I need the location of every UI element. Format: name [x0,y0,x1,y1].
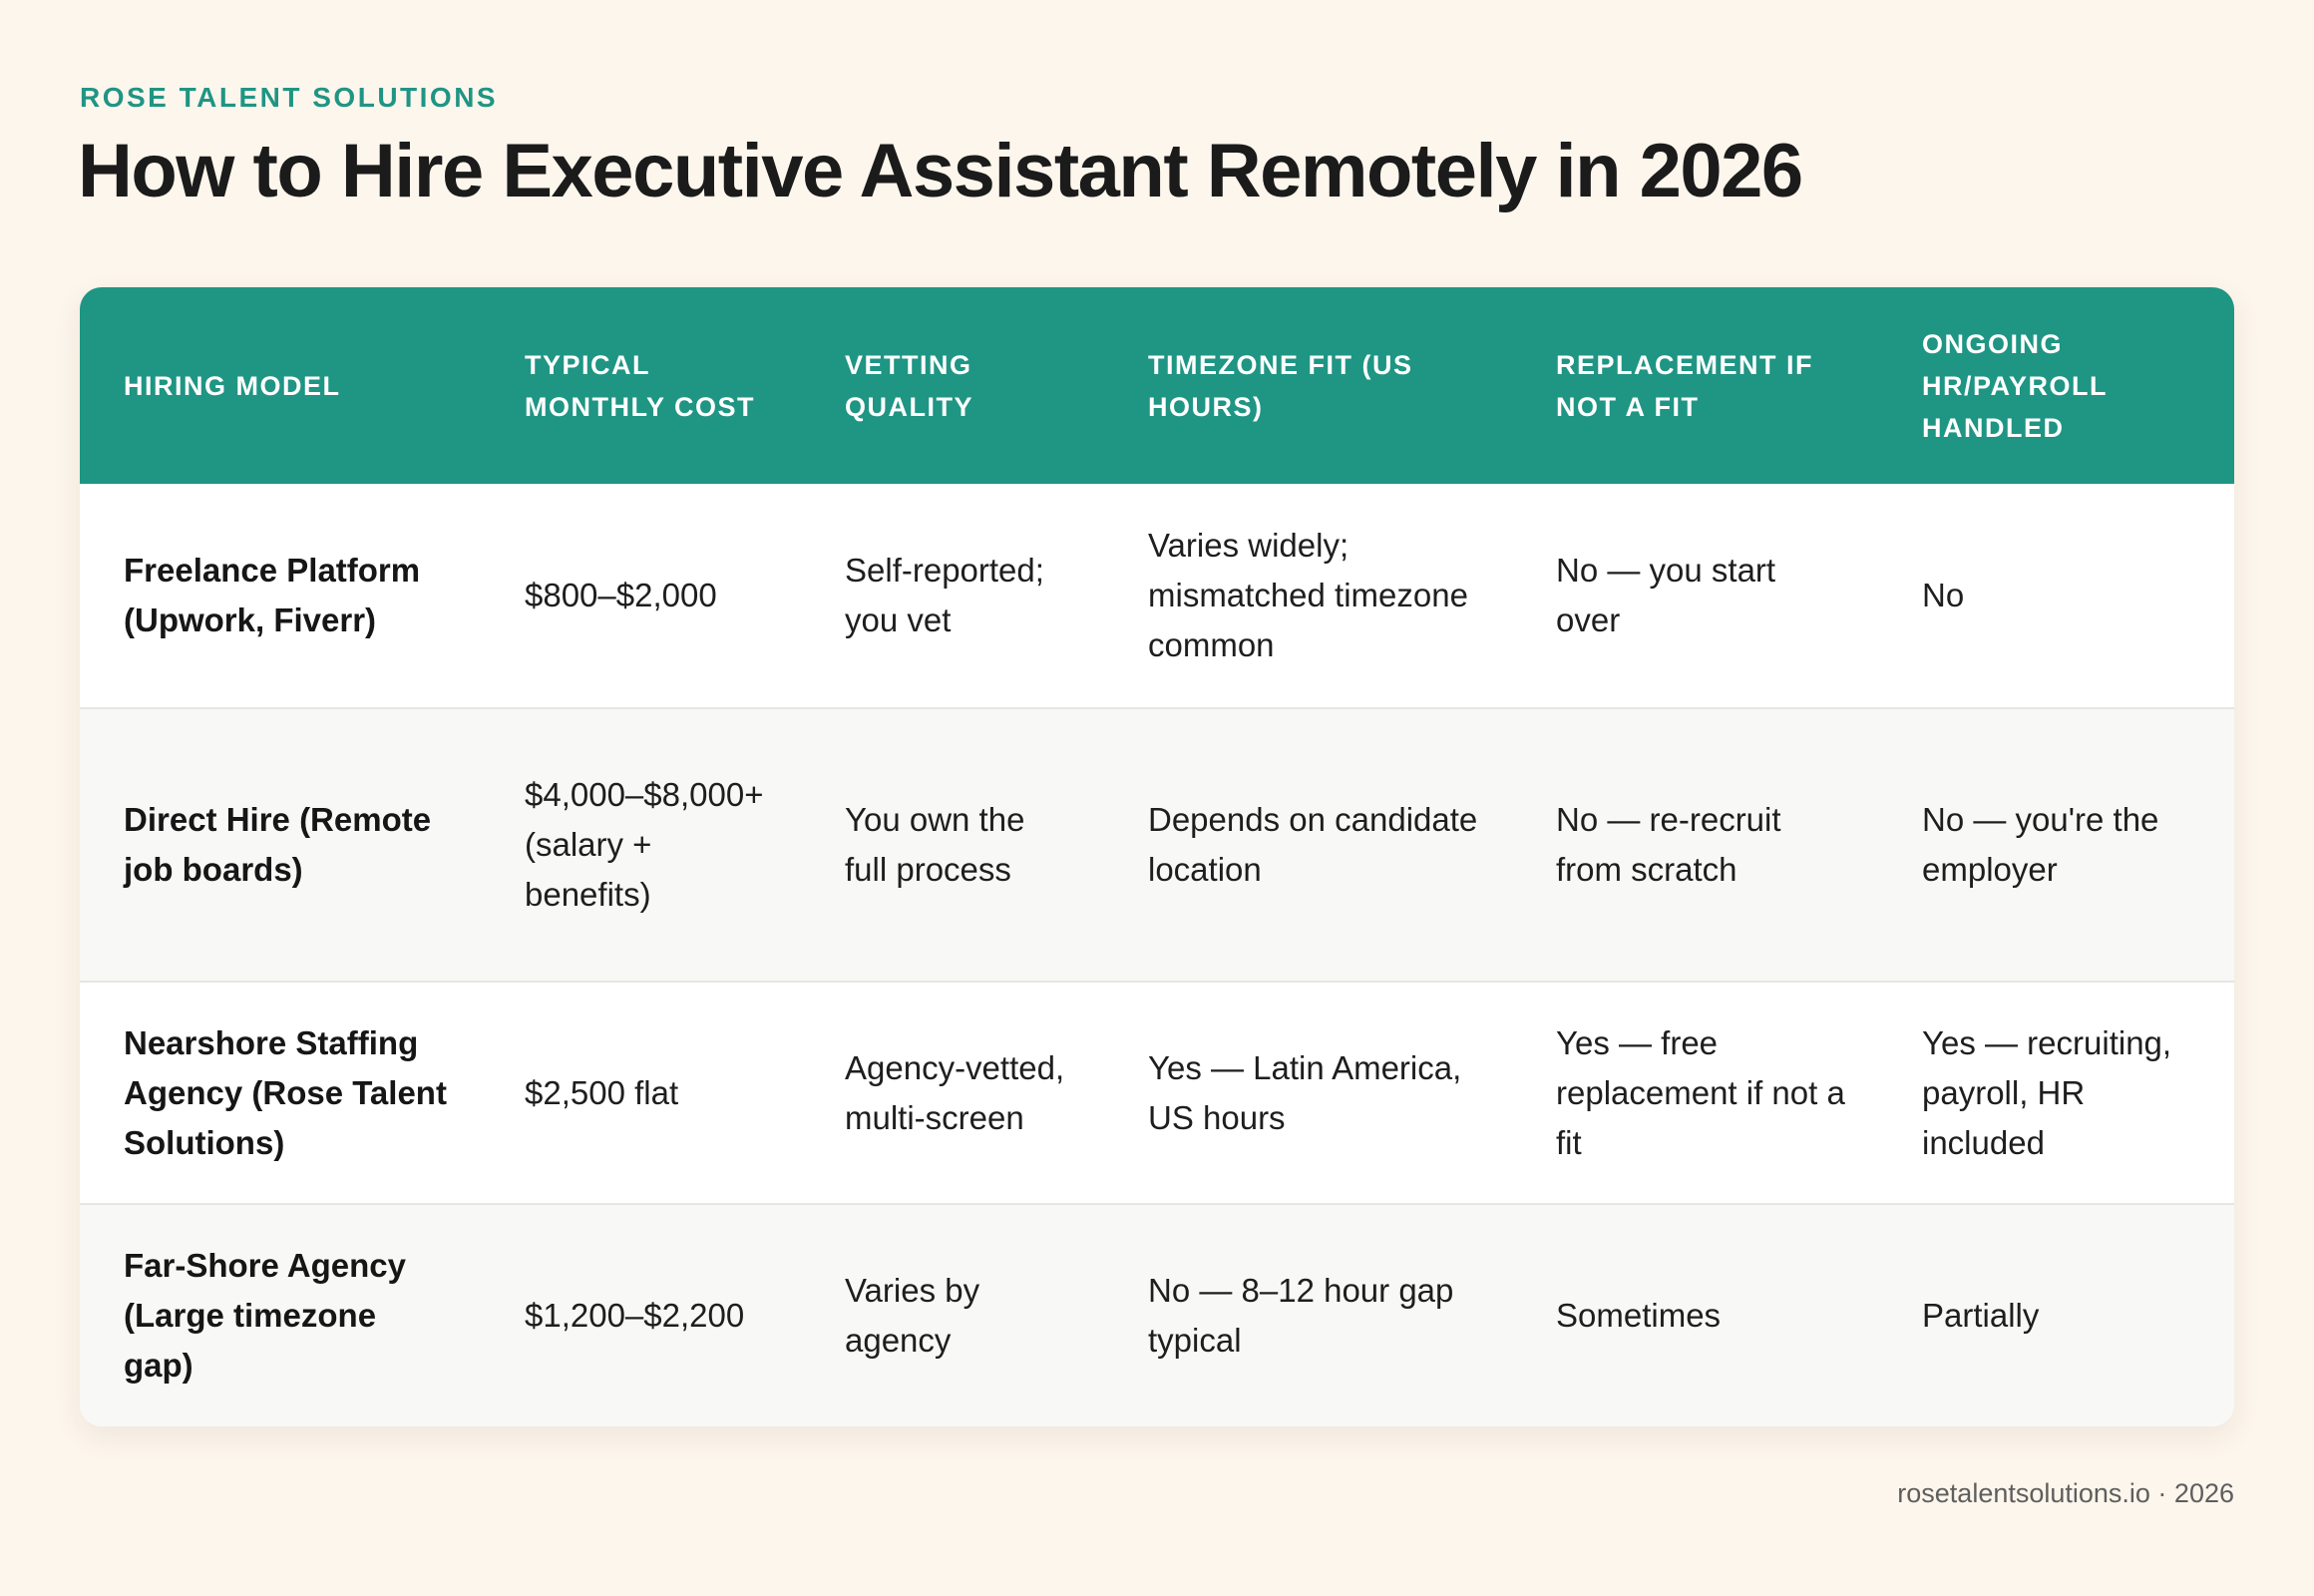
cell-vetting-quality: Agency-vetted, multi-screen [845,1048,1065,1136]
header-vetting-quality: VETTING QUALITY [845,349,973,422]
page-title: How to Hire Executive Assistant Remotely… [78,129,1803,213]
cell-hiring-model: Direct Hire (Remote job boards) [124,801,432,888]
header-timezone-fit: TIMEZONE FIT (US HOURS) [1148,349,1413,422]
header-hr-payroll: ONGOING HR/PAYROLL HANDLED [1922,328,2108,443]
cell-timezone-fit: Varies widely; mismatched timezone commo… [1148,527,1468,663]
cell-monthly-cost: $2,500 flat [525,1073,679,1111]
table-body: Freelance Platform (Upwork, Fiverr) $800… [80,484,2234,1426]
cell-hr-payroll: No [1922,577,1965,613]
cell-monthly-cost: $800–$2,000 [525,577,717,613]
brand-label: ROSE TALENT SOLUTIONS [80,82,499,113]
table-row: Far-Shore Agency (Large timezone gap) $1… [80,1204,2234,1426]
cell-timezone-fit: No — 8–12 hour gap typical [1148,1272,1454,1359]
footer-credit: rosetalentsolutions.io · 2026 [1897,1478,2234,1508]
table-header: HIRING MODEL TYPICAL MONTHLY COST VETTIN… [80,287,2234,484]
cell-hiring-model: Far-Shore Agency (Large timezone gap) [124,1247,407,1384]
cell-hr-payroll: Partially [1922,1297,2040,1334]
header-monthly-cost: TYPICAL MONTHLY COST [525,349,756,422]
header-hiring-model: HIRING MODEL [124,370,341,401]
cell-monthly-cost: $1,200–$2,200 [525,1297,745,1334]
cell-timezone-fit: Yes — Latin America, US hours [1148,1048,1462,1136]
cell-vetting-quality: Varies by agency [845,1272,980,1359]
cell-replacement: No — re-recruit from scratch [1556,801,1781,888]
table-row: Freelance Platform (Upwork, Fiverr) $800… [80,484,2234,708]
header-replacement: REPLACEMENT IF NOT A FIT [1556,349,1814,422]
cell-hiring-model: Nearshore Staffing Agency (Rose Talent S… [124,1023,447,1161]
cell-vetting-quality: Self-reported; you vet [845,552,1044,638]
cell-hiring-model: Freelance Platform (Upwork, Fiverr) [124,552,421,638]
table-row: Nearshore Staffing Agency (Rose Talent S… [80,982,2234,1204]
cell-vetting-quality: You own the full process [845,801,1025,888]
cell-hr-payroll: No — you're the employer [1922,801,2159,888]
cell-monthly-cost: $4,000–$8,000+ (salary + benefits) [525,776,764,913]
cell-hr-payroll: Yes — recruiting, payroll, HR included [1922,1023,2172,1161]
comparison-table-card: HIRING MODEL TYPICAL MONTHLY COST VETTIN… [80,287,2234,1426]
cell-replacement: Yes — free replacement if not a fit [1556,1023,1845,1161]
cell-replacement: Sometimes [1556,1297,1722,1334]
header-row: HIRING MODEL TYPICAL MONTHLY COST VETTIN… [80,287,2234,484]
comparison-table: HIRING MODEL TYPICAL MONTHLY COST VETTIN… [80,287,2234,1426]
table-row: Direct Hire (Remote job boards) $4,000–$… [80,708,2234,982]
cell-timezone-fit: Depends on candidate location [1148,801,1478,888]
cell-replacement: No — you start over [1556,552,1776,638]
